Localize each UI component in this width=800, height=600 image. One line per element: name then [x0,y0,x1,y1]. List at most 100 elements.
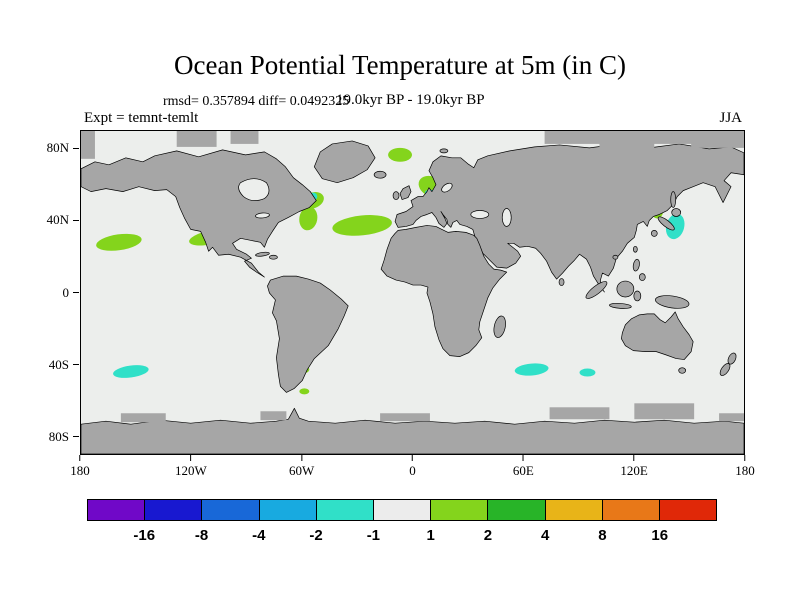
hudson-bay [238,178,270,201]
x-tick-label: 120W [174,463,207,478]
luzon [632,258,640,272]
y-tick-mark [73,292,79,293]
mask-block [719,413,744,422]
x-tick-label: 180 [70,463,90,478]
x-tick-label: 180 [735,463,755,478]
colorbar-segment-2 [202,500,260,520]
x-tick-mark [301,455,303,461]
x-tick-label: 0 [409,463,416,478]
greenland [313,140,376,184]
antarctica [81,407,744,454]
colorbar-segment-5 [373,500,432,520]
anomaly-patch-negative [514,363,549,376]
x-axis-ticks: 180 120W 60W 0 60E 120E 180 [70,455,755,483]
mask-block [380,413,430,422]
eurasia [394,143,744,293]
anomaly-patch-positive [96,233,142,251]
anomaly-patch-negative [579,368,596,377]
y-tick: 40N [47,212,79,228]
colorbar-segment-6 [431,500,489,520]
colorbar-segment-7 [488,500,546,520]
hokkaido [671,208,682,217]
colorbar-label: 8 [598,527,607,544]
africa [380,225,508,357]
iceland [373,170,387,179]
colorbar-segment-9 [602,500,660,520]
mask-block [176,131,217,147]
world-map [81,131,744,454]
mask-block [81,131,95,159]
y-tick: 0 [62,284,79,301]
java [609,302,632,309]
x-tick-label: 60E [512,463,534,478]
x-tick: 120E [620,455,648,479]
sri-lanka [558,278,565,286]
x-tick-mark [79,455,81,461]
madagascar [493,315,506,338]
y-tick: 80S [49,429,79,445]
x-tick: 180 [735,455,755,479]
mask-block [549,407,610,420]
anomaly-patch-positive [388,147,413,162]
borneo [616,280,635,298]
colorbar-labels: -16 -8 -4 -2 -1 1 2 4 8 16 [87,527,717,547]
colorbar-label: -16 [133,527,156,544]
svalbard [439,148,449,154]
mask-block [260,411,287,421]
anomaly-patch-positive [332,215,392,236]
mask-block [691,131,744,148]
y-tick-mark [73,147,79,149]
y-tick-label: 40N [46,212,69,228]
colorbar-label: 1 [426,527,435,544]
colorbar-label: 4 [541,527,550,544]
sakhalin [670,191,677,208]
x-tick: 60W [289,455,314,479]
anomaly-patch-negative [113,365,149,378]
y-tick-label: 0 [62,284,70,300]
y-tick: 80N [47,140,79,156]
x-tick-mark [412,455,413,461]
colorbar-label: -4 [252,527,266,544]
y-tick-label: 80S [48,428,69,444]
colorbar-label: -2 [309,527,323,544]
lakes [238,178,512,227]
y-tick-label: 40S [48,356,69,372]
caspian-sea [501,208,512,227]
hainan [612,254,619,260]
x-tick-label: 60W [289,463,315,478]
mask-block [599,131,655,151]
ireland [392,191,400,200]
great-lakes [255,212,270,219]
y-axis-ticks: 80N 40N 0 40S 80S [0,130,79,455]
anomaly-patch-positive [299,388,310,395]
hispaniola [269,254,278,260]
new-zealand-south [719,363,731,376]
colorbar-segment-1 [145,500,203,520]
period-text: 19.0kyr BP - 19.0kyr BP [336,92,485,108]
x-tick-mark [190,455,192,461]
great-britain [399,185,412,200]
plot-title: Ocean Potential Temperature at 5m (in C) [174,50,626,80]
baltic-sea [441,182,453,193]
taiwan [632,245,638,253]
land-mask-blocks [81,131,744,423]
x-tick: 60E [513,455,534,479]
x-tick: 0 [409,455,416,479]
colorbar-label: -8 [194,527,209,544]
cuba [255,251,270,257]
colorbar-label: -1 [366,527,381,544]
anomaly-patch-positive [299,206,318,231]
season-label: JJA [719,110,742,126]
stats-text: rmsd= 0.357894 diff= 0.0492325 [163,94,350,109]
mask-block [120,413,166,423]
colorbar-segment-8 [545,500,603,520]
honshu [657,216,675,231]
new-guinea [655,295,690,309]
colorbar-segment-10 [659,500,717,520]
x-tick: 120W [175,455,207,479]
mask-block [634,403,695,420]
colorbar-segment-3 [259,500,317,520]
colorbar-label: 16 [651,527,669,544]
colorbar [87,499,717,521]
map-frame [80,130,745,455]
